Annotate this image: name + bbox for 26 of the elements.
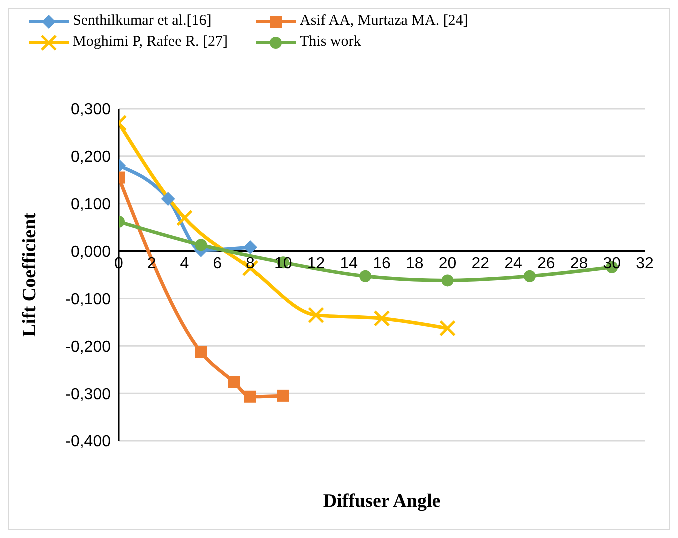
y-tick-label: -0,300 xyxy=(66,386,112,404)
x-tick-label: 20 xyxy=(438,256,457,273)
x-axis-title: Diffuser Angle xyxy=(323,491,441,512)
x-tick-label: 28 xyxy=(570,256,588,273)
y-tick-label: 0,300 xyxy=(70,102,112,119)
y-tick-label: -0,200 xyxy=(66,338,112,356)
x-tick-label: 4 xyxy=(180,256,190,273)
legend-label: Asif AA, Murtaza MA. [24] xyxy=(300,13,468,30)
y-tick-label: -0,100 xyxy=(66,291,112,308)
x-tick-label: 22 xyxy=(472,256,490,273)
y-tick-label: 0,200 xyxy=(70,149,112,166)
x-tick-label: 24 xyxy=(504,256,522,273)
y-axis-title: Lift Coefficient xyxy=(20,212,41,337)
x-tick-label: 18 xyxy=(406,256,424,273)
x-tick-label: 26 xyxy=(537,256,556,273)
y-tick-label: 0,000 xyxy=(70,244,112,261)
x-tick-label: 32 xyxy=(636,256,654,273)
legend-label: This work xyxy=(300,34,362,51)
y-tick-label: 0,100 xyxy=(70,196,112,214)
x-tick-label: 6 xyxy=(213,256,222,273)
x-tick-label: 14 xyxy=(340,256,358,273)
legend-label: Moghimi P, Rafee R. [27] xyxy=(73,34,228,51)
legend-label: Senthilkumar et al.[16] xyxy=(73,13,212,30)
x-tick-label: 8 xyxy=(246,256,256,273)
x-tick-label: 16 xyxy=(373,256,391,273)
y-tick-label: -0,400 xyxy=(66,434,112,451)
